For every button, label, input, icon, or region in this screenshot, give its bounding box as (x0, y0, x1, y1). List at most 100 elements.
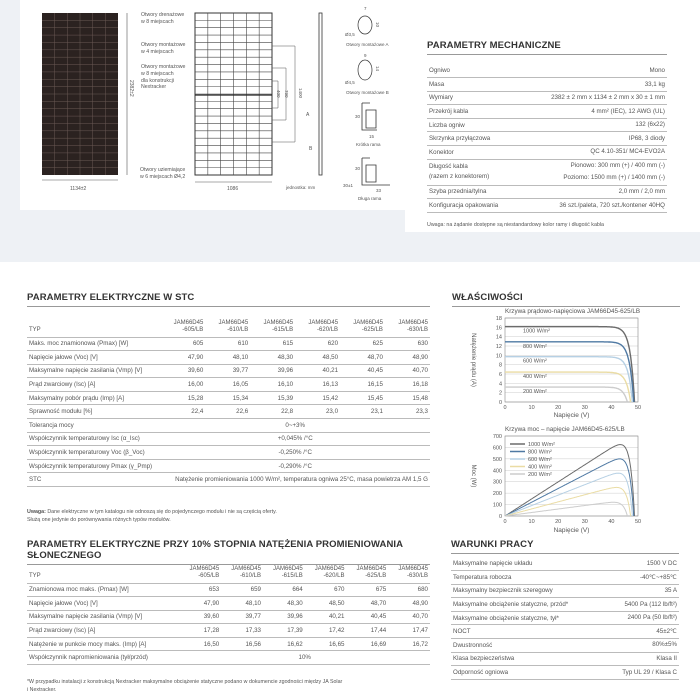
series-line (504, 486, 632, 517)
module-side-view (318, 12, 323, 176)
row-value: 2382 ± 2 mm x 1134 ± 2 mm x 30 ± 1 mm (518, 91, 667, 106)
dim-1400: 1400 (298, 88, 303, 99)
cell-value: 610 (205, 337, 251, 352)
cell-value: 47,90 (179, 596, 222, 611)
y-tick-label: 400 (493, 468, 502, 474)
y-tick-label: 14 (496, 335, 502, 341)
series-label: 600 W/m² (523, 359, 547, 365)
row-label: Dwustronność (451, 638, 604, 653)
cell-value: 40,45 (340, 364, 385, 379)
table-row: Maks. moc znamionowa (Pmax) [W] 605 610 615… (27, 337, 430, 352)
model-header: JAM66D45 -630/LB (384, 315, 430, 338)
row-label: Współczynnik temperaturowy Pmax (γ_Pmp) (27, 459, 161, 474)
long-frame-caption: Długa rama (358, 196, 382, 201)
series-line (504, 472, 633, 517)
cell-value: 15,28 (160, 391, 206, 406)
cell-value: 670 (304, 583, 347, 598)
dim-hole-b-9: 9 (364, 53, 367, 58)
row-label: Długość kabla (razem z konektorem) (427, 159, 519, 186)
table-row: Maksymalny pobór prądu (Imp) [A] 15,28 15,… (27, 391, 430, 406)
cell-value: 39,96 (262, 610, 305, 625)
dim-inner: 1086 (227, 186, 238, 192)
cell-value: 48,30 (250, 350, 296, 365)
stc-note-label: Uwaga: (27, 509, 46, 515)
operating-table: Maksymalne napięcie układu 1500 V DC Tempe… (451, 557, 679, 680)
x-tick-label: 50 (635, 519, 641, 525)
row-label: Maksymalne napięcie układu (451, 557, 604, 572)
row-value: 36 szt./paleta, 720 szt./kontener 40HQ (518, 198, 667, 213)
cell-value: 664 (262, 583, 305, 598)
row-label: NOCT (451, 624, 604, 640)
cell-value: 16,65 (304, 637, 347, 652)
cell-value: 620 (295, 337, 341, 352)
series-line (505, 356, 634, 403)
model-header: JAM66D45 -630/LB (388, 561, 430, 584)
table-row: Znamionowa moc maks. (Pmax) [W] 653 659 664… (27, 583, 430, 598)
table-row: Maksymalne napięcie układu 1500 V DC (451, 557, 679, 572)
series-label: 200 W/m² (523, 389, 547, 395)
legend-label: 200 W/m² (528, 472, 552, 478)
row-label: Maksymalny bezpiecznik szeregowy (451, 584, 604, 599)
model-header: JAM66D45 -610/LB (221, 561, 263, 584)
row-value: 35 A (603, 584, 679, 599)
row-label: Skrzynka przyłączowa (427, 131, 519, 147)
mount-holes-8-label: Otwory montażowe w 8 miejscach dla konst… (141, 64, 186, 91)
cell-value: 16,18 (384, 377, 430, 392)
y-tick-label: 0 (499, 514, 502, 520)
row-label: Klasa bezpieczeństwa (451, 652, 604, 667)
operating-title: WARUNKI PRACY (451, 539, 679, 554)
row-value: Typ UL 29 / Klasa C (603, 665, 679, 680)
row-value: -0,290% /°C (160, 459, 430, 474)
row-value: Natężenie promieniowania 1000 W/m², temp… (160, 472, 430, 488)
x-tick-label: 40 (608, 519, 614, 525)
row-label: Prąd zwarciowy (Isc) [A] (27, 377, 161, 392)
stc-title: PARAMETRY ELEKTRYCZNE W STC (27, 292, 430, 307)
row-value: 33,1 kg (518, 77, 667, 92)
dim-short-15: 15 (369, 134, 375, 139)
table-row: Maksymalny bezpiecznik szeregowy 35 A (451, 584, 679, 599)
y-tick-label: 200 (493, 491, 502, 497)
row-value: QC 4.10-351/ MC4-EVO2A (518, 145, 667, 160)
table-row: NOCT 45±2℃ (451, 624, 679, 640)
mechanical-section: PARAMETRY MECHANICZNE Ogniwo Mono Masa 33,1… (405, 0, 700, 232)
table-row: Prąd zwarciowy (Isc) [A] 16,00 16,05 16,10 1… (27, 377, 430, 392)
table-row: Sprawność modułu [%] 22,4 22,6 22,8 23,0 23,1… (27, 404, 430, 420)
series-line (504, 501, 628, 517)
unit-label: jednostka: mm (285, 185, 316, 190)
row-label: Maksymalny pobór prądu (Imp) [A] (27, 391, 161, 406)
table-row: Masa 33,1 kg (427, 77, 667, 92)
row-label: Prąd zwarciowy (Isc) [A] (27, 623, 180, 638)
cell-value: 625 (340, 337, 385, 352)
cell-value: 48,90 (384, 350, 430, 365)
cell-value: 23,1 (340, 404, 385, 420)
y-tick-label: 2 (499, 391, 502, 397)
row-label: Maksymalne obciążenie statyczne, tył* (451, 611, 604, 626)
y-tick-label: 10 (496, 353, 502, 359)
table-row: Maksymalne napięcie zasilania (Vmp) [V] 3… (27, 364, 430, 379)
row-label: Wymiary (427, 91, 519, 106)
y-tick-label: 0 (499, 400, 502, 406)
series-label: 800 W/m² (523, 344, 547, 350)
model-header: JAM66D45 -625/LB (340, 315, 385, 338)
header-row: TYP JAM66D45 -605/LB JAM66D45 -610/LB JAM66… (27, 315, 430, 338)
label-b: B (309, 146, 313, 152)
series-label: 400 W/m² (523, 374, 547, 380)
table-row: Napięcie jałowe (Voc) [V] 47,90 48,10 48,30… (27, 596, 430, 611)
cell-value: 15,45 (340, 391, 385, 406)
row-label: Znamionowa moc maks. (Pmax) [W] (27, 583, 180, 598)
row-value: 10% (179, 650, 430, 666)
row-value: -0,250% /°C (160, 445, 430, 460)
legend-label: 400 W/m² (528, 465, 552, 471)
cell-value: 48,50 (304, 596, 347, 611)
cell-value: 40,45 (346, 610, 389, 625)
y-tick-label: 300 (493, 480, 502, 486)
dim-790: 790 (284, 90, 289, 98)
cell-value: 16,05 (205, 377, 251, 392)
cell-value: 16,00 (160, 377, 206, 392)
series-label: 1000 W/m² (523, 329, 550, 335)
cell-value: 40,21 (295, 364, 341, 379)
model-header: JAM66D45 -625/LB (346, 561, 389, 584)
y-tick-label: 6 (499, 372, 502, 378)
cell-value: 17,42 (304, 623, 347, 638)
cell-value: 630 (384, 337, 430, 352)
